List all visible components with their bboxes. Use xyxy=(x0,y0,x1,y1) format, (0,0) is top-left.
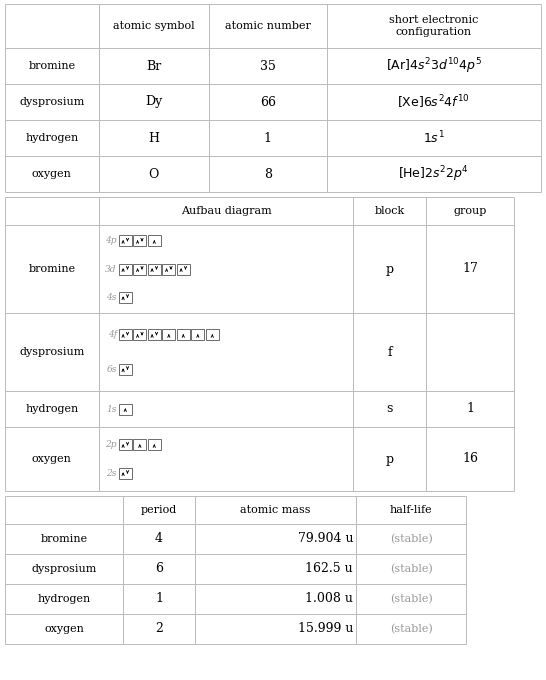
Bar xyxy=(206,329,219,341)
Text: 6s: 6s xyxy=(106,364,117,373)
Bar xyxy=(5,391,514,427)
Bar xyxy=(119,235,132,246)
Text: 17: 17 xyxy=(462,262,478,275)
Text: short electronic
configuration: short electronic configuration xyxy=(389,15,478,37)
Text: 66: 66 xyxy=(260,95,276,109)
Bar xyxy=(119,292,132,303)
Bar xyxy=(177,263,190,275)
Bar xyxy=(5,524,466,554)
Text: $\mathrm{[Ar]}4s^{2}3d^{10}4p^{5}$: $\mathrm{[Ar]}4s^{2}3d^{10}4p^{5}$ xyxy=(386,56,482,75)
Text: 1: 1 xyxy=(264,131,272,145)
Text: 4: 4 xyxy=(155,532,163,545)
Text: (stable): (stable) xyxy=(390,564,432,574)
Text: f: f xyxy=(387,345,392,358)
Bar xyxy=(133,439,146,450)
Bar xyxy=(5,313,514,391)
Text: bromine: bromine xyxy=(28,61,75,71)
Text: 2: 2 xyxy=(155,622,163,636)
Text: $1s^{1}$: $1s^{1}$ xyxy=(423,130,444,146)
Bar xyxy=(5,584,466,614)
Text: 1.008 u: 1.008 u xyxy=(305,592,353,605)
Bar xyxy=(191,329,204,341)
Text: atomic symbol: atomic symbol xyxy=(113,21,194,31)
Bar xyxy=(5,48,541,84)
Text: bromine: bromine xyxy=(40,534,87,544)
Text: 4s: 4s xyxy=(106,292,117,302)
Text: 3d: 3d xyxy=(105,265,117,273)
Bar xyxy=(5,614,466,644)
Bar xyxy=(5,427,514,491)
Text: block: block xyxy=(375,206,405,216)
Bar xyxy=(119,468,132,479)
Bar xyxy=(148,329,161,341)
Bar xyxy=(162,263,175,275)
Bar xyxy=(5,4,541,48)
Text: dysprosium: dysprosium xyxy=(19,347,85,357)
Text: 1s: 1s xyxy=(106,405,117,413)
Text: s: s xyxy=(387,403,393,415)
Bar xyxy=(119,403,132,415)
Text: oxygen: oxygen xyxy=(44,624,84,634)
Text: oxygen: oxygen xyxy=(32,454,72,464)
Text: H: H xyxy=(149,131,159,145)
Text: Aufbau diagram: Aufbau diagram xyxy=(181,206,271,216)
Text: 4p: 4p xyxy=(105,237,117,245)
Bar xyxy=(162,329,175,341)
Bar xyxy=(119,364,132,375)
Text: atomic mass: atomic mass xyxy=(240,505,311,515)
Text: dysprosium: dysprosium xyxy=(19,97,85,107)
Text: Br: Br xyxy=(146,60,162,73)
Text: 6: 6 xyxy=(155,562,163,575)
Bar xyxy=(133,263,146,275)
Bar xyxy=(177,329,190,341)
Bar xyxy=(119,439,132,450)
Bar xyxy=(5,554,466,584)
Bar xyxy=(5,225,514,313)
Text: p: p xyxy=(385,262,394,275)
Bar xyxy=(5,496,466,524)
Text: (stable): (stable) xyxy=(390,594,432,604)
Text: 15.999 u: 15.999 u xyxy=(298,622,353,636)
Text: p: p xyxy=(385,452,394,466)
Text: atomic number: atomic number xyxy=(225,21,311,31)
Text: hydrogen: hydrogen xyxy=(25,133,79,143)
Text: (stable): (stable) xyxy=(390,624,432,634)
Bar xyxy=(5,156,541,192)
Text: oxygen: oxygen xyxy=(32,169,72,179)
Bar xyxy=(119,263,132,275)
Bar xyxy=(148,263,161,275)
Text: O: O xyxy=(149,167,159,180)
Text: (stable): (stable) xyxy=(390,534,432,544)
Bar xyxy=(148,235,161,246)
Text: Dy: Dy xyxy=(145,95,162,109)
Text: $\mathrm{[He]}2s^{2}2p^{4}$: $\mathrm{[He]}2s^{2}2p^{4}$ xyxy=(399,164,469,184)
Text: 16: 16 xyxy=(462,452,478,466)
Bar xyxy=(148,439,161,450)
Text: dysprosium: dysprosium xyxy=(31,564,97,574)
Text: bromine: bromine xyxy=(28,264,75,274)
Text: 2p: 2p xyxy=(105,441,117,449)
Text: group: group xyxy=(453,206,486,216)
Text: $\mathrm{[Xe]}6s^{2}4f^{10}$: $\mathrm{[Xe]}6s^{2}4f^{10}$ xyxy=(397,93,470,111)
Text: 1: 1 xyxy=(155,592,163,605)
Text: half-life: half-life xyxy=(390,505,432,515)
Text: hydrogen: hydrogen xyxy=(37,594,91,604)
Bar xyxy=(5,120,541,156)
Text: hydrogen: hydrogen xyxy=(25,404,79,414)
Bar xyxy=(133,235,146,246)
Bar xyxy=(5,197,514,225)
Text: 4f: 4f xyxy=(108,330,117,339)
Bar xyxy=(5,84,541,120)
Text: 1: 1 xyxy=(466,403,474,415)
Text: 8: 8 xyxy=(264,167,272,180)
Text: 162.5 u: 162.5 u xyxy=(305,562,353,575)
Bar xyxy=(133,329,146,341)
Text: period: period xyxy=(141,505,177,515)
Text: 35: 35 xyxy=(260,60,276,73)
Text: 79.904 u: 79.904 u xyxy=(298,532,353,545)
Bar xyxy=(119,329,132,341)
Text: 2s: 2s xyxy=(106,469,117,477)
